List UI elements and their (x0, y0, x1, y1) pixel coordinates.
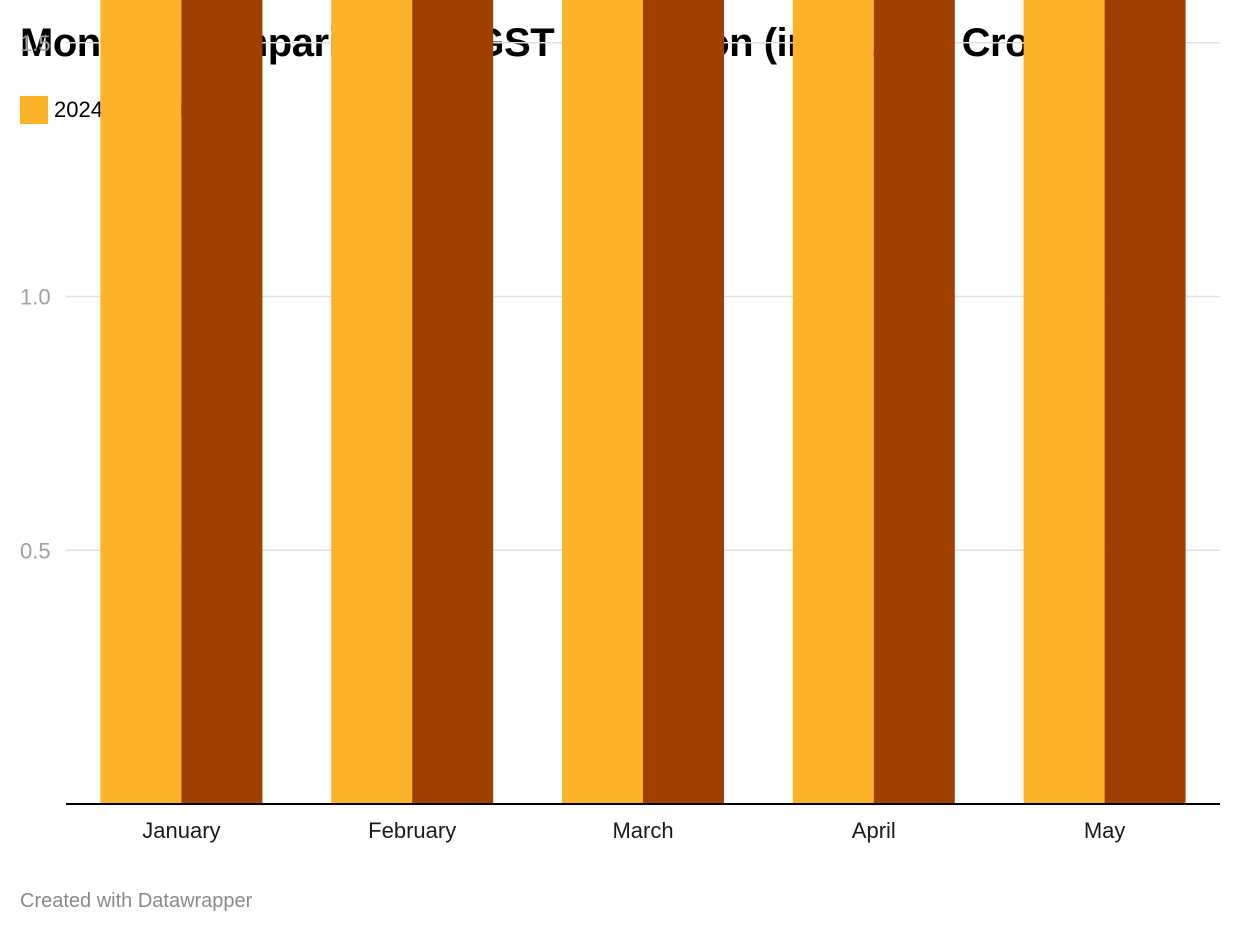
bar-2024-march (562, 0, 643, 804)
legend-swatch-2024 (20, 96, 48, 124)
bar-2025-may (1104, 0, 1186, 805)
bar-2024-april (792, 0, 874, 804)
y-tick-label: 0.5 (20, 538, 51, 563)
bar-2024-february (331, 0, 413, 804)
x-tick-label: April (852, 818, 896, 843)
y-tick-label: 1.5 (20, 31, 51, 56)
bar-2025-april (873, 0, 955, 804)
bar-2025-march (643, 0, 724, 805)
y-tick-label: 1.0 (20, 285, 51, 310)
bar-2025-february (412, 0, 494, 804)
x-tick-label: February (368, 818, 456, 843)
x-tick-label: March (612, 818, 673, 843)
bar-2025-january (181, 0, 263, 804)
legend-item-2024: 2024 (20, 96, 103, 124)
x-tick-label: January (142, 818, 220, 843)
footer-credit: Created with Datawrapper (20, 890, 253, 912)
bar-2024-may (1023, 0, 1105, 804)
bar-chart: 0.51.01.52.01.721.95January1.681.83Febru… (20, 0, 1220, 843)
legend-label-2024: 2024 (54, 97, 103, 122)
x-tick-label: May (1084, 818, 1126, 843)
bar-2024-january (100, 0, 182, 805)
